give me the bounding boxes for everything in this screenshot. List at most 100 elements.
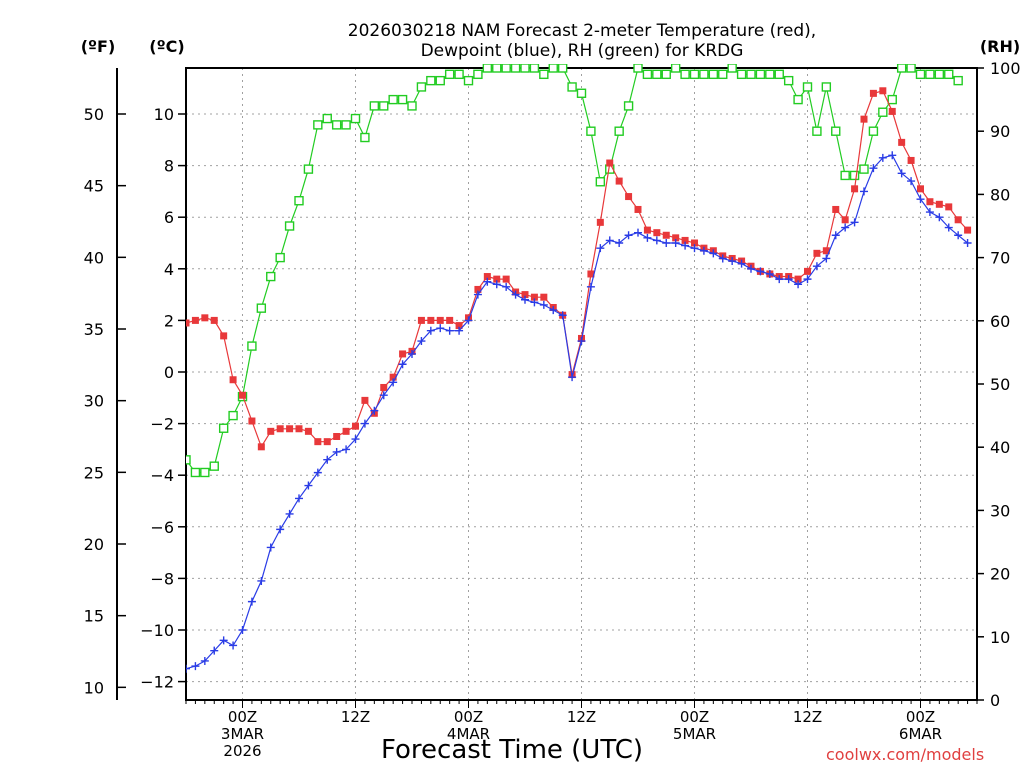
temperature-point xyxy=(427,316,435,324)
rh-point xyxy=(209,461,219,471)
rh-point xyxy=(840,170,850,181)
credit-text: coolwx.com/models xyxy=(826,745,984,764)
dewpoint-point xyxy=(737,259,746,268)
rh-point xyxy=(774,69,784,80)
rh-point xyxy=(586,126,596,136)
rh-point xyxy=(360,132,370,143)
rh-point xyxy=(407,101,417,111)
temperature-point xyxy=(333,433,341,440)
dewpoint-point xyxy=(709,249,718,258)
dewpoint-point xyxy=(351,435,360,444)
rh-point xyxy=(831,126,841,136)
rh-point xyxy=(454,69,464,80)
dewpoint-point xyxy=(803,275,812,284)
rh-point xyxy=(473,69,483,80)
dewpoint-point xyxy=(643,233,652,242)
dewpoint-point xyxy=(238,626,247,634)
rh-point xyxy=(350,113,361,124)
temperature-point xyxy=(860,115,868,123)
rh-point xyxy=(256,303,267,313)
rh-point xyxy=(680,69,690,80)
dewpoint-point xyxy=(539,300,548,309)
temperature-point xyxy=(935,200,943,208)
dewpoint-point xyxy=(671,239,680,247)
rh-point xyxy=(228,410,238,421)
rh-tick-label: 30 xyxy=(990,501,1010,520)
temperature-point xyxy=(229,376,237,384)
rh-point xyxy=(652,69,662,80)
temperature-point xyxy=(898,138,906,146)
temperature-point xyxy=(530,293,538,301)
rh-point xyxy=(266,271,276,282)
dewpoint-point xyxy=(191,662,200,671)
temperature-point xyxy=(248,417,256,425)
temperature-point xyxy=(474,285,482,293)
rh-point xyxy=(294,196,304,206)
temperature-point xyxy=(323,438,331,446)
temperature-point xyxy=(888,107,896,115)
dewpoint-point xyxy=(718,254,727,263)
rh-point xyxy=(539,69,549,80)
fahrenheit-tick-label: 35 xyxy=(84,320,104,339)
dewpoint-point xyxy=(436,324,445,333)
celsius-tick-label: 6 xyxy=(164,208,174,227)
series-dewpoint xyxy=(186,151,972,673)
temperature-point xyxy=(389,373,397,381)
rh-point xyxy=(944,69,954,80)
rh-point xyxy=(953,75,963,86)
fahrenheit-tick-label: 15 xyxy=(84,607,104,626)
dewpoint-point xyxy=(624,231,633,240)
celsius-tick-label: 4 xyxy=(164,260,174,279)
temperature-point xyxy=(587,270,595,278)
rh-point xyxy=(614,126,624,136)
temperature-point xyxy=(239,391,246,399)
dewpoint-point xyxy=(229,641,238,650)
rh-point xyxy=(369,101,380,111)
celsius-tick-label: −10 xyxy=(140,621,174,640)
dewpoint-point xyxy=(511,290,520,299)
rh-point xyxy=(200,467,210,478)
dewpoint-point xyxy=(219,636,228,645)
rh-point xyxy=(925,69,935,80)
temperature-point xyxy=(832,205,840,213)
series-line xyxy=(186,67,959,474)
dewpoint-point xyxy=(266,543,275,552)
dewpoint-point xyxy=(963,239,972,247)
rh-point xyxy=(501,64,511,73)
dewpoint-point xyxy=(869,164,878,173)
celsius-tick-label: 8 xyxy=(164,157,174,176)
dewpoint-point xyxy=(944,223,953,232)
dewpoint-point xyxy=(831,231,840,240)
dewpoint-point xyxy=(370,406,379,415)
dewpoint-point xyxy=(860,187,868,196)
time-tick-label: 00Z xyxy=(906,708,935,726)
rh-tick-label: 60 xyxy=(990,312,1010,331)
rh-point xyxy=(868,126,879,136)
chart-title-line1: 2026030218 NAM Forecast 2-meter Temperat… xyxy=(348,21,816,41)
rh-point xyxy=(435,75,445,86)
dewpoint-point xyxy=(304,481,313,490)
temperature-point xyxy=(342,427,350,435)
rh-point xyxy=(275,252,285,263)
rh-point xyxy=(186,455,191,465)
rh-tick-label: 0 xyxy=(990,691,1000,710)
celsius-tick-label: −6 xyxy=(150,518,174,537)
dewpoint-point xyxy=(728,257,737,266)
temperature-point xyxy=(295,425,303,433)
rh-point xyxy=(520,64,530,73)
temperature-point xyxy=(210,316,218,324)
rh-point xyxy=(934,69,945,80)
rh-point xyxy=(746,69,756,80)
rh-point xyxy=(548,64,558,73)
rh-point xyxy=(878,107,888,117)
dewpoint-point xyxy=(605,236,614,245)
rh-point xyxy=(322,113,332,124)
dewpoint-point xyxy=(822,254,831,263)
dewpoint-point xyxy=(257,576,266,585)
temperature-point xyxy=(257,443,265,451)
dewpoint-point xyxy=(794,280,803,289)
rh-point xyxy=(765,69,775,80)
plot-area xyxy=(186,64,972,673)
fahrenheit-tick-label: 20 xyxy=(84,535,104,554)
